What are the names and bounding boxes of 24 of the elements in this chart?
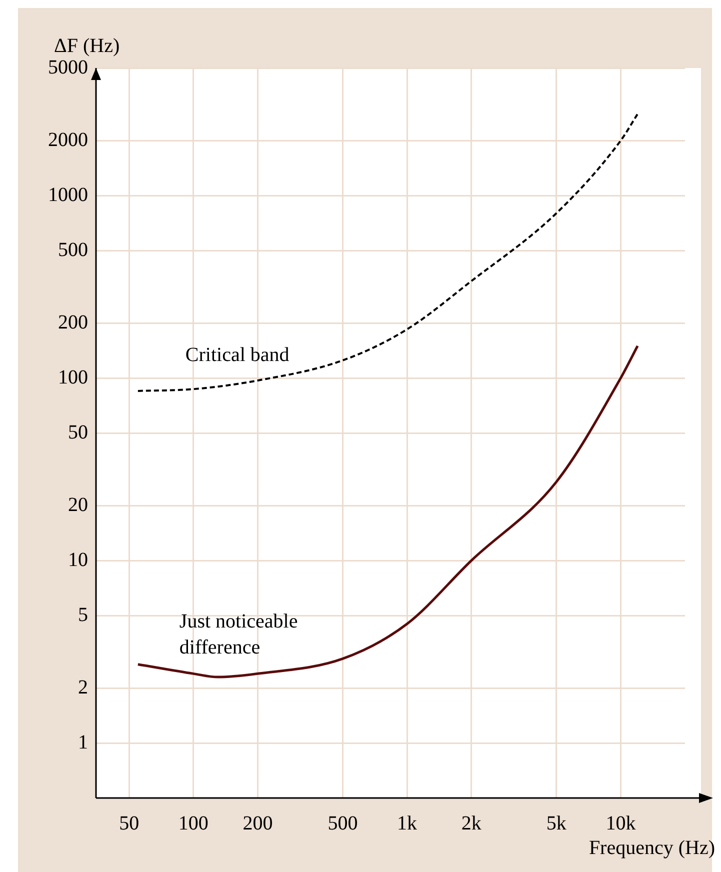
y-tick-label: 2000 <box>48 128 88 151</box>
y-tick-label: 1 <box>78 731 88 754</box>
x-tick-label: 200 <box>242 812 273 834</box>
y-tick-label: 5000 <box>48 56 88 78</box>
y-tick-label: 100 <box>58 366 88 388</box>
x-tick-label: 10k <box>606 812 636 834</box>
y-tick-label: 500 <box>58 238 88 261</box>
y-tick-label: 50 <box>68 421 88 444</box>
y-tick-label: 5 <box>78 604 88 626</box>
x-tick-label: 500 <box>328 812 358 834</box>
y-tick-label: 20 <box>68 494 88 516</box>
x-tick-label: 100 <box>178 812 208 834</box>
x-tick-label: 2k <box>461 812 482 834</box>
y-tick-label: 10 <box>68 548 88 571</box>
x-tick-label: 5k <box>546 812 566 834</box>
series-label: Just noticeable difference <box>179 610 298 659</box>
y-axis-title: ΔF (Hz) <box>54 35 120 57</box>
series-label: Critical band <box>185 344 290 366</box>
y-tick-label: 2 <box>78 676 88 698</box>
y-tick-label: 200 <box>58 311 88 334</box>
x-tick-label: 1k <box>397 812 418 834</box>
x-tick-label: 50 <box>119 812 140 834</box>
y-tick-label: 1000 <box>48 184 88 206</box>
x-axis-title: Frequency (Hz) <box>588 837 715 859</box>
